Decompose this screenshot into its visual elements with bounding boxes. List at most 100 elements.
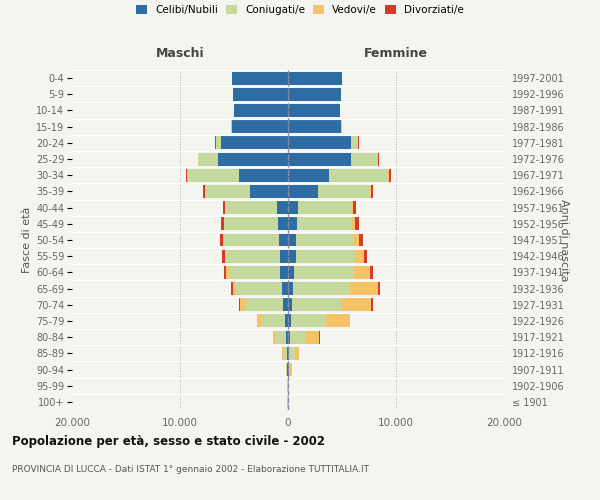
Bar <box>232 72 288 85</box>
Bar <box>286 363 287 376</box>
Bar <box>292 298 341 311</box>
Bar <box>199 152 218 166</box>
Bar <box>280 266 288 279</box>
Bar <box>223 234 224 246</box>
Bar <box>295 347 299 360</box>
Bar <box>188 169 239 181</box>
Bar <box>355 218 359 230</box>
Bar <box>289 363 290 376</box>
Bar <box>241 298 245 311</box>
Bar <box>288 169 329 181</box>
Bar <box>278 218 288 230</box>
Bar <box>290 330 307 344</box>
Bar <box>288 88 341 101</box>
Bar <box>223 201 225 214</box>
Text: Maschi: Maschi <box>155 47 205 60</box>
Bar <box>277 201 288 214</box>
Bar <box>224 218 278 230</box>
Bar <box>288 314 291 328</box>
Bar <box>220 234 223 246</box>
Bar <box>353 234 359 246</box>
Bar <box>233 88 288 101</box>
Bar <box>371 185 373 198</box>
Bar <box>239 298 241 311</box>
Bar <box>326 314 350 328</box>
Bar <box>232 120 288 133</box>
Bar <box>389 169 391 181</box>
Bar <box>283 298 288 311</box>
Bar <box>221 136 288 149</box>
Text: Femmine: Femmine <box>364 47 428 60</box>
Bar <box>288 234 296 246</box>
Bar <box>288 201 298 214</box>
Bar <box>296 250 355 262</box>
Bar <box>280 234 288 246</box>
Bar <box>288 120 341 133</box>
Bar <box>288 104 340 117</box>
Bar <box>226 250 280 262</box>
Bar <box>318 185 370 198</box>
Bar <box>261 314 285 328</box>
Bar <box>354 266 370 279</box>
Text: Popolazione per età, sesso e stato civile - 2002: Popolazione per età, sesso e stato civil… <box>12 435 325 448</box>
Bar <box>350 282 377 295</box>
Bar <box>285 314 288 328</box>
Bar <box>355 250 364 262</box>
Bar <box>307 330 319 344</box>
Bar <box>257 314 261 328</box>
Bar <box>293 282 350 295</box>
Bar <box>291 314 326 328</box>
Bar <box>234 104 288 117</box>
Bar <box>222 250 224 262</box>
Bar <box>288 136 350 149</box>
Bar <box>280 250 288 262</box>
Y-axis label: Fasce di età: Fasce di età <box>22 207 32 273</box>
Y-axis label: Anni di nascita: Anni di nascita <box>559 198 569 281</box>
Bar <box>229 266 280 279</box>
Bar <box>329 169 388 181</box>
Bar <box>287 347 288 360</box>
Bar <box>215 136 221 149</box>
Bar <box>288 282 293 295</box>
Bar <box>186 169 187 181</box>
Bar <box>288 347 289 360</box>
Bar <box>289 347 295 360</box>
Bar <box>224 266 226 279</box>
Bar <box>205 185 250 198</box>
Bar <box>359 234 362 246</box>
Bar <box>288 250 296 262</box>
Bar <box>288 330 290 344</box>
Bar <box>353 201 356 214</box>
Bar <box>290 363 292 376</box>
Bar <box>364 250 367 262</box>
Bar <box>288 298 292 311</box>
Bar <box>341 298 371 311</box>
Bar <box>250 185 288 198</box>
Bar <box>297 218 352 230</box>
Bar <box>273 330 275 344</box>
Bar <box>288 185 318 198</box>
Bar <box>352 201 353 214</box>
Bar <box>352 218 355 230</box>
Bar <box>226 266 229 279</box>
Bar <box>221 218 224 230</box>
Bar <box>218 152 288 166</box>
Bar <box>295 266 354 279</box>
Bar <box>236 282 281 295</box>
Bar <box>226 201 277 214</box>
Bar <box>239 169 288 181</box>
Bar <box>370 185 371 198</box>
Bar <box>233 282 236 295</box>
Bar <box>288 266 295 279</box>
Bar <box>283 347 287 360</box>
Bar <box>288 72 342 85</box>
Bar <box>296 234 353 246</box>
Bar <box>224 234 280 246</box>
Bar <box>350 152 377 166</box>
Text: PROVINCIA DI LUCCA - Dati ISTAT 1° gennaio 2002 - Elaborazione TUTTITALIA.IT: PROVINCIA DI LUCCA - Dati ISTAT 1° genna… <box>12 465 369 474</box>
Bar <box>377 282 380 295</box>
Bar <box>288 363 289 376</box>
Bar <box>370 266 373 279</box>
Bar <box>286 330 288 344</box>
Bar <box>298 201 352 214</box>
